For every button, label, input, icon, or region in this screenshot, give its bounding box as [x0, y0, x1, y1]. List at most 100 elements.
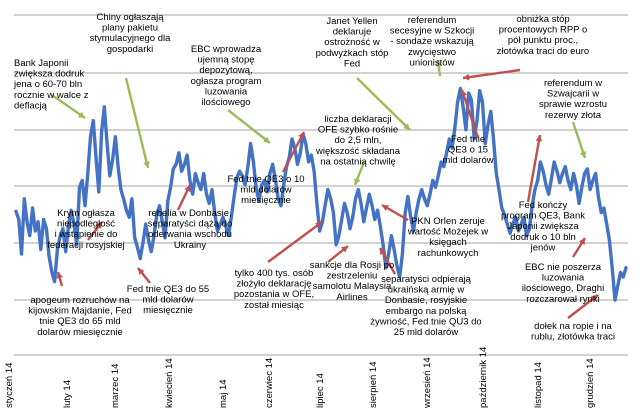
gridlines	[14, 14, 628, 356]
annotation-line: Fed	[344, 58, 360, 69]
annotation-line: stymulacyjnego dla	[90, 33, 172, 44]
annotation-line: pół punktu proc.,	[508, 35, 578, 46]
annotation-line: kijowskim Majdanie, Fed	[28, 306, 131, 317]
annotation-line: jena o 60-70 bln	[13, 79, 82, 90]
annotation-line: EBC nie poszerza	[525, 262, 602, 273]
annotation-arrows	[51, 59, 599, 319]
annotation-line: ilościowego, Draghi	[522, 283, 604, 294]
x-axis: styczeń 14 luty 14 marzec 14 kwiecień 14 maj…	[4, 347, 596, 409]
annotation-line: apogeum rozruchów na	[30, 295, 130, 306]
annotation-arrow	[51, 94, 86, 119]
annotation-line: secesyjne w Szkocji	[390, 26, 474, 37]
annotation-line: luzowania	[205, 86, 248, 97]
annotation-line: program QE3, Bank	[501, 211, 585, 222]
annotation-line: ujemną stopę	[197, 55, 254, 66]
x-tick-label: marzec 14	[110, 364, 121, 408]
annotation-line: ogłasza program	[191, 76, 262, 87]
annotation-arrow	[435, 59, 443, 77]
plot-area	[14, 86, 628, 302]
annotation-arrow	[571, 237, 587, 258]
x-tick-label: kwiecień 14	[164, 358, 175, 408]
annotation-line: Szwajcarii w	[547, 89, 599, 100]
annotation-line: luzowania	[542, 273, 585, 284]
annotation-line: wartość Możejek w	[407, 227, 488, 238]
x-tick-label: styczeń 14	[4, 363, 15, 408]
annotation-line: księgach	[429, 237, 467, 248]
annotation-line: mld dolarów	[142, 295, 193, 306]
annotation-line: PKN Orlen zeruje	[411, 216, 485, 227]
x-tick-label: wrzesień 14	[422, 357, 433, 409]
annotation-line: gospodarki	[107, 44, 153, 55]
annotation-arrow	[281, 131, 306, 173]
annotation-line: dodruk o 10 bln	[510, 232, 576, 243]
x-tick-label: październik 14	[478, 347, 489, 408]
annotation-line: złotówka traci do euro	[497, 46, 589, 57]
annotation-arrow	[460, 89, 480, 139]
annotation-line: niepodległość	[57, 219, 115, 230]
annotation-line: embargo na polską	[386, 306, 468, 317]
annotation-line: ilościowego	[201, 97, 250, 108]
x-tick-label: czerwiec 14	[264, 358, 275, 408]
annotation-line: obniżka stóp	[516, 14, 569, 25]
annotation-line: mld dolarów	[442, 155, 493, 166]
annotation-line: rachunkowych	[418, 248, 479, 259]
x-tick-label: sierpień 14	[368, 362, 379, 408]
series-line	[14, 86, 628, 302]
annotation-line: miesięcznie	[143, 305, 193, 316]
annotation-line: podwyżkach stóp	[316, 48, 389, 59]
annotation-line: na ostatnią chwilę	[320, 156, 396, 167]
annotation-line: miesięcznie	[241, 195, 291, 206]
annotation-line: sankcje dla Rosji po	[310, 260, 395, 271]
annotation-arrow	[87, 221, 103, 241]
annotation-line: rezerwy złota	[545, 110, 602, 121]
annotation-line: referendum	[408, 15, 457, 26]
annotation-line: deflacją	[14, 100, 47, 111]
annotation-line: zestrzeleniu	[327, 271, 378, 282]
annotation: sankcje dla Rosji pozestrzeleniusamolotu…	[310, 260, 395, 303]
annotation-line: został miesiąc	[244, 300, 304, 311]
annotation-line: Fed tnie	[451, 134, 485, 145]
annotation-line: - sondaże wskazują	[390, 36, 474, 47]
annotation-line: QE3 o 15	[448, 145, 488, 156]
annotation-arrow	[327, 245, 349, 263]
annotation-line: 25 mld dolarów	[394, 327, 459, 338]
annotation-line: dolarów miesięcznie	[37, 327, 123, 338]
annotation-line: separatyści dążą do	[148, 219, 233, 230]
x-tick-label: listopad 14	[533, 362, 544, 408]
annotation: rebelia w Donbasie,separatyści dążą dood…	[148, 208, 233, 251]
annotation-line: tylko 400 tys. osób	[235, 268, 314, 279]
annotation-line: Fed końcży	[519, 200, 568, 211]
annotation-line: Janet Yellen	[326, 16, 377, 27]
annotation-line: Ukrainy	[174, 240, 206, 251]
annotation-line: referendum w	[544, 78, 602, 89]
annotation-line: rocznie w walce z	[14, 90, 89, 101]
annotation-line: Airlines	[336, 292, 367, 303]
annotation-line: złożyło deklarację	[237, 279, 312, 290]
annotation-line: rublu, złotówka traci	[531, 332, 615, 343]
annotation-line: liczba deklaracji	[324, 114, 391, 125]
annotation-line: procentowych RPP o	[499, 25, 588, 36]
annotation-line: Chiny ogłaszają	[96, 12, 164, 23]
x-tick-label: maj 14	[218, 379, 229, 408]
annotation-line: do 2,5 mln,	[335, 135, 382, 146]
annotation-line: jenów	[530, 242, 556, 253]
annotation-line: ostrożność w	[324, 37, 380, 48]
annotation-line: Donbasie, rosyjskie	[385, 295, 467, 306]
annotation-line: żywność, Fed tnie QU3 do	[370, 316, 481, 327]
annotation-arrow	[227, 109, 271, 144]
annotation-arrow	[267, 221, 323, 263]
annotation-arrow	[137, 267, 151, 284]
annotation-line: tnie QE3 do 65 mld	[39, 316, 120, 327]
